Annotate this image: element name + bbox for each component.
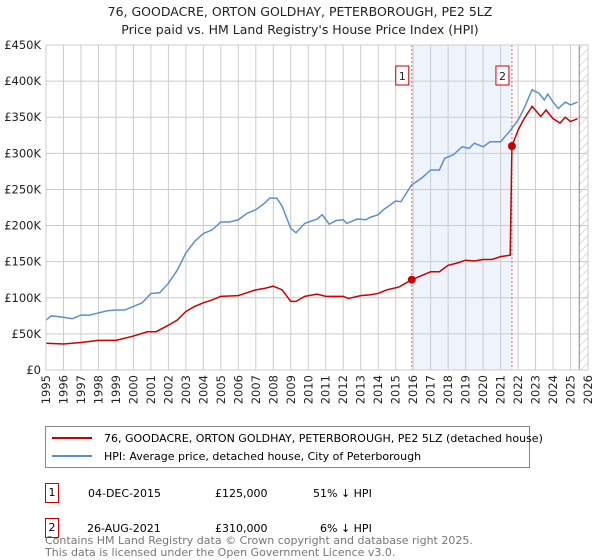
sale-row-2: 2 26-AUG-2021 £310,000 6% ↓ HPI — [45, 518, 545, 540]
y-tick-label: £300K — [4, 146, 41, 160]
x-tick-label: 2004 — [196, 375, 210, 404]
sale-marker-badge — [495, 65, 510, 86]
x-tick-label: 2011 — [319, 375, 333, 404]
sale-period-shade — [411, 45, 512, 370]
x-tick-label: 1997 — [74, 375, 88, 404]
chart-subtitle: Price paid vs. HM Land Registry's House … — [121, 22, 479, 37]
x-tick-label: 1998 — [91, 375, 105, 404]
x-tick-label: 2026 — [581, 375, 595, 404]
x-tick-label: 2025 — [564, 375, 578, 404]
y-tick-label: £50K — [12, 327, 42, 341]
x-tick-label: 2022 — [511, 375, 525, 404]
sale-badge: 2 — [45, 518, 59, 538]
x-tick-label: 2001 — [144, 375, 158, 404]
legend-item-property: 76, GOODACRE, ORTON GOLDHAY, PETERBOROUG… — [52, 429, 543, 447]
legend-item-hpi: HPI: Average price, detached house, City… — [52, 447, 421, 465]
x-tick-label: 2005 — [214, 375, 228, 404]
legend-swatch-blue — [52, 455, 92, 457]
x-tick-label: 2015 — [389, 375, 403, 404]
x-tick-label: 1996 — [56, 375, 70, 404]
y-tick-label: £350K — [4, 110, 41, 124]
future-hatch — [579, 45, 588, 370]
x-tick-label: 2006 — [231, 375, 245, 404]
x-tick-label: 2021 — [494, 375, 508, 404]
legend-swatch-red — [52, 437, 92, 439]
sale-price: £310,000 — [215, 522, 268, 535]
sale-badge: 1 — [45, 483, 59, 503]
footer-line-1: Contains HM Land Registry data © Crown c… — [45, 534, 473, 547]
price-paid-line — [45, 105, 578, 345]
x-tick-label: 2019 — [459, 375, 473, 404]
x-tick-label: 2016 — [406, 375, 420, 404]
sale-marker-label: 1 — [399, 70, 406, 83]
legend-label: 76, GOODACRE, ORTON GOLDHAY, PETERBOROUG… — [104, 431, 543, 445]
x-tick-label: 1999 — [109, 375, 123, 404]
sale-row-1: 1 04-DEC-2015 £125,000 51% ↓ HPI — [45, 483, 545, 505]
sale-point — [507, 142, 516, 151]
x-tick-label: 2003 — [179, 375, 193, 404]
sale-marker-label: 2 — [499, 70, 506, 83]
sale-price: £125,000 — [215, 487, 268, 500]
legend: 76, GOODACRE, ORTON GOLDHAY, PETERBOROUG… — [45, 426, 543, 468]
hpi-line — [45, 88, 578, 321]
y-tick-label: £450K — [4, 38, 41, 52]
price-chart: 1995 1996 1997 1998 1999 2000 2001 2002 2003 2004… — [4, 38, 595, 404]
sale-hpi-diff: 51% ↓ HPI — [313, 487, 372, 500]
sale-date: 26-AUG-2021 — [87, 522, 161, 535]
plot-border — [45, 44, 589, 371]
x-tick-label: 2013 — [354, 375, 368, 404]
x-tick-label: 2018 — [441, 375, 455, 404]
x-tick-label: 2023 — [529, 375, 543, 404]
chart-title: 76, GOODACRE, ORTON GOLDHAY, PETERBOROUG… — [107, 4, 493, 19]
x-tick-label: 2008 — [266, 375, 280, 404]
x-tick-label: 2002 — [161, 375, 175, 404]
y-tick-label: £200K — [4, 219, 41, 233]
y-tick-label: £0 — [26, 363, 41, 377]
sale-marker-badge — [395, 65, 410, 86]
y-tick-label: £150K — [4, 255, 41, 269]
x-tick-label: 2012 — [336, 375, 350, 404]
y-tick-label: £250K — [4, 182, 41, 196]
x-tick-label: 2010 — [301, 375, 315, 404]
sale-hpi-diff: 6% ↓ HPI — [320, 522, 372, 535]
x-tick-label: 1995 — [39, 375, 53, 404]
legend-label: HPI: Average price, detached house, City… — [104, 449, 422, 463]
x-tick-label: 2017 — [424, 375, 438, 404]
sale-date: 04-DEC-2015 — [88, 487, 162, 500]
y-tick-label: £100K — [4, 291, 41, 305]
sale-point — [407, 275, 416, 284]
x-tick-label: 2007 — [249, 375, 263, 404]
footer-line-2: This data is licensed under the Open Gov… — [45, 546, 396, 559]
x-tick-label: 2000 — [126, 375, 140, 404]
x-tick-label: 2024 — [546, 375, 560, 404]
y-tick-label: £400K — [4, 74, 41, 88]
x-tick-label: 2014 — [371, 375, 385, 404]
x-tick-label: 2009 — [284, 375, 298, 404]
x-tick-label: 2020 — [476, 375, 490, 404]
